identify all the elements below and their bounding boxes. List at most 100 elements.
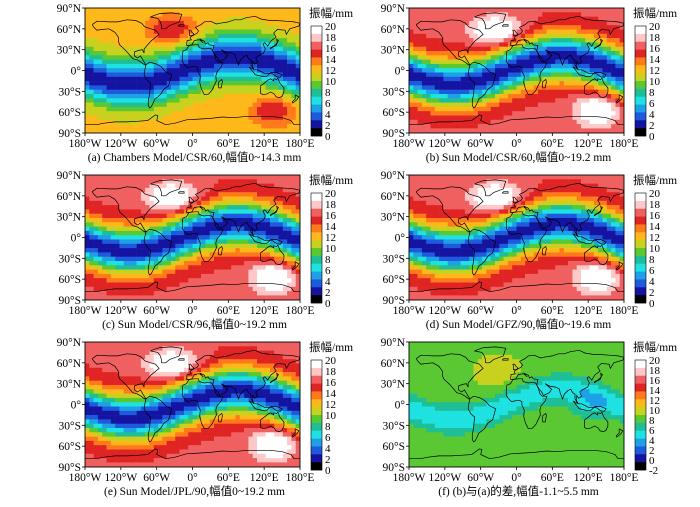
colorbar-swatch [635,391,646,400]
lon-label: 60°W [143,472,170,484]
colorbar-title: 振幅/mm [633,6,677,20]
colorbar-swatch [311,367,322,377]
coastline [188,196,195,204]
lat-label: 30°S [59,86,82,98]
lon-label: 0° [187,305,198,317]
colorbar-tick-label: 6 [325,432,331,444]
colorbar-swatch [635,248,646,257]
lat-label: 30°S [383,86,406,98]
lat-label: 30°S [59,253,82,265]
colorbar-swatch [311,399,322,408]
colorbar-swatch [635,287,646,296]
coastlines [409,179,624,293]
coastline [501,24,509,27]
colorbar-swatch [635,454,646,463]
lon-label: 60°E [541,138,564,150]
colorbar-tick-label: 20 [325,355,337,367]
panel-caption: (a) Chambers Model/CSR/60,幅值0~14.3 mm [88,151,302,164]
colorbar-tick-label: 6 [649,98,655,110]
colorbar-swatch [635,462,646,471]
colorbar-tick-label: 16 [649,375,661,387]
amplitude-field [409,175,624,300]
colorbar-tick-label: 12 [649,65,660,77]
lat-label: 0° [71,233,82,245]
colorbar-swatch [311,128,322,137]
lon-label: 60°E [541,305,564,317]
coastline [572,66,607,78]
colorbar-swatch [635,422,646,432]
lon-label: 0° [511,472,522,484]
lon-label: 180°E [286,305,315,317]
coastline [217,78,223,89]
colorbar-swatch [311,391,322,400]
coastline [269,205,279,217]
colorbar-tick-label: 2 [325,287,331,299]
colorbar-tick-label: 20 [649,21,661,33]
colorbar-tick-label: 10 [649,243,661,255]
colorbar-tick-label: 14 [325,54,337,66]
colorbar-tick-label: 8 [325,87,331,99]
colorbar-tick-label: 4 [325,276,331,288]
lat-label: 30°N [381,379,406,391]
colorbar-swatch [311,415,322,424]
colorbar-tick-label: 6 [649,265,655,277]
colorbar-swatch [311,462,322,471]
colorbar-tick-label: 16 [649,210,661,222]
colorbar-swatch [635,57,646,66]
colorbar-tick-label: 0 [325,131,331,143]
lat-label: 60°S [59,441,82,453]
colorbar-tick-label: 0 [649,298,655,310]
colorbar-swatch [635,65,646,74]
coastlines [409,346,624,460]
colorbar-tick-label: 16 [325,377,337,389]
colorbar-swatch [311,81,322,90]
coastline [593,372,603,384]
colorbar-swatch [311,104,322,113]
lat-label: 30°N [57,45,82,57]
coastline [584,77,609,98]
colorbar-tick-label: 0 [325,465,331,477]
colorbar-tick-label: 20 [325,188,337,200]
lon-label: 120°E [250,472,279,484]
colorbar-swatch [635,120,646,129]
coastline [415,19,484,66]
colorbar-swatch [311,193,322,202]
colorbar-tick-label: 6 [325,98,331,110]
coastline [415,353,484,400]
colorbar-swatch [311,263,322,272]
colorbar-swatch [311,454,322,463]
colorbar-tick-label: 16 [649,43,661,55]
colorbar-swatch [635,49,646,58]
coastline [149,179,183,197]
coastline [512,363,519,371]
lon-label: 180°E [610,305,639,317]
colorbar-tick-label: 14 [649,385,661,397]
coastline [473,12,507,30]
colorbar-swatch [635,73,646,82]
lat-label: 30°N [57,212,82,224]
colorbar-frame [310,192,323,304]
colorbar-swatch [311,224,322,233]
lat-label: 60°S [59,274,82,286]
lon-label: 60°E [217,138,240,150]
lon-label: 180°E [286,472,315,484]
colorbar-swatch [311,33,322,43]
colorbar-swatch [311,96,322,105]
lon-label: 0° [187,472,198,484]
lat-label: 90°S [59,295,82,307]
lat-label: 60°S [383,274,406,286]
colorbar-tick-label: 18 [649,365,661,377]
coastline [409,448,624,460]
colorbar-swatch [311,49,322,58]
coastline [291,428,300,438]
colorbar-swatch [635,112,646,121]
colorbar-swatch [311,383,322,392]
lat-label: 0° [395,400,406,412]
